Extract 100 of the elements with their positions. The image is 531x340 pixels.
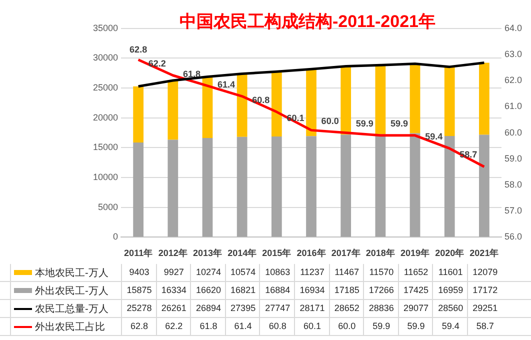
data-label: 60.8: [259, 318, 295, 335]
y2-tick-label: 62.0: [504, 75, 522, 86]
data-label: 17172: [466, 282, 502, 299]
legend-label: 农民工总量-万人: [35, 302, 108, 316]
bar: [444, 136, 455, 237]
y2-tick-label: 60.0: [504, 127, 522, 138]
data-label: 61.4: [224, 318, 260, 335]
bar: [236, 136, 248, 237]
x-tick-label: 2019年: [400, 248, 430, 258]
data-label: 26261: [156, 300, 192, 317]
x-tick-label: 2011年: [124, 248, 153, 258]
data-label: 12079: [466, 264, 502, 281]
data-label: 17266: [363, 282, 399, 299]
text: 60.8: [252, 94, 270, 105]
data-label: 27395: [224, 300, 260, 317]
data-label: 16959: [432, 282, 468, 299]
text: 61.8: [182, 68, 200, 79]
y-tick-label: 0: [113, 232, 118, 242]
data-label: 61.8: [190, 318, 226, 335]
bar: [236, 74, 248, 137]
data-label: 25278: [121, 300, 157, 317]
x-tick-label: 2018年: [366, 248, 395, 258]
data-label: 16934: [294, 282, 330, 299]
data-label: 16334: [156, 282, 192, 299]
y2-tick-label: 57.0: [504, 206, 522, 216]
bar: [271, 136, 282, 237]
x-tick-label: 2016年: [296, 248, 326, 258]
data-label: 15875: [121, 282, 157, 299]
data-label: 27747: [259, 300, 295, 317]
chart-title: 中国农民工构成结构-2011-2021年: [179, 12, 436, 31]
bar: [202, 138, 213, 237]
bar: [271, 72, 282, 136]
x-tick-label: 2015年: [262, 248, 292, 258]
data-label: 11570: [363, 264, 399, 281]
y-tick-label: 35000: [92, 22, 118, 33]
x-tick-label: 2021年: [470, 248, 499, 258]
data-label: 62.8: [121, 318, 157, 335]
y-tick-label: 5000: [98, 202, 118, 212]
bar: [133, 142, 144, 237]
data-label: 11467: [328, 264, 364, 281]
bar: [168, 140, 178, 237]
data-label: 9927: [156, 264, 192, 281]
data-label: 59.9: [363, 318, 399, 335]
y2-tick-label: 56.0: [504, 232, 522, 242]
text: 60.0: [321, 116, 339, 126]
bar: [340, 66, 352, 135]
data-label: 9403: [121, 264, 157, 281]
data-label: 59.4: [432, 318, 468, 335]
bar: [444, 66, 455, 136]
y-tick-label: 30000: [92, 52, 118, 63]
y2-tick-label: 63.0: [504, 48, 522, 59]
data-label: 59.9: [398, 318, 434, 335]
data-label: 16620: [190, 282, 226, 299]
data-label: 29077: [398, 300, 434, 317]
text: 62.2: [148, 58, 166, 68]
data-label: 11237: [294, 264, 330, 281]
legend-label: 本地农民工-万人: [35, 266, 108, 280]
data-label: 58.7: [466, 318, 502, 335]
y2-tick-label: 64.0: [504, 22, 522, 33]
data-label: 11652: [398, 264, 434, 281]
y-tick-label: 15000: [92, 142, 118, 152]
data-label: 62.2: [156, 318, 192, 335]
bar: [340, 134, 352, 237]
bar: [375, 134, 386, 237]
legend-label: 外出农民工占比: [35, 320, 105, 334]
data-label: 16884: [259, 282, 295, 299]
text: 62.8: [130, 44, 148, 55]
text: 59.9: [390, 118, 408, 128]
text: 59.4: [425, 131, 443, 142]
y2-tick-label: 59.0: [504, 153, 522, 164]
data-label: 17185: [328, 282, 364, 299]
text: 61.4: [218, 79, 236, 90]
data-label: 29251: [466, 300, 502, 317]
x-tick-label: 2012年: [158, 248, 188, 258]
y-tick-label: 10000: [92, 172, 118, 182]
data-label: 16821: [224, 282, 260, 299]
data-label: 11601: [432, 264, 468, 281]
data-label: 26894: [190, 300, 226, 317]
bar: [479, 134, 490, 237]
x-tick-label: 2017年: [331, 248, 360, 258]
x-tick-label: 2014年: [228, 248, 257, 258]
bar: [168, 80, 178, 140]
data-label: 60.0: [328, 318, 364, 335]
data-label: 28171: [294, 300, 330, 317]
data-label: 17425: [398, 282, 434, 299]
legend-label: 外出农民工-万人: [35, 284, 108, 298]
y2-tick-label: 58.0: [504, 179, 522, 190]
bar: [133, 86, 144, 142]
bar: [410, 133, 420, 237]
data-label: 60.1: [294, 318, 330, 335]
data-label: 10274: [190, 264, 226, 281]
data-label: 28560: [432, 300, 468, 317]
data-label: 28836: [363, 300, 399, 317]
data-label: 10574: [224, 264, 260, 281]
data-label: 28652: [328, 300, 364, 317]
bar: [410, 64, 420, 134]
bar: [202, 76, 213, 138]
x-tick-label: 2020年: [435, 248, 464, 258]
y-tick-label: 25000: [92, 82, 118, 93]
data-label: 10863: [259, 264, 295, 281]
